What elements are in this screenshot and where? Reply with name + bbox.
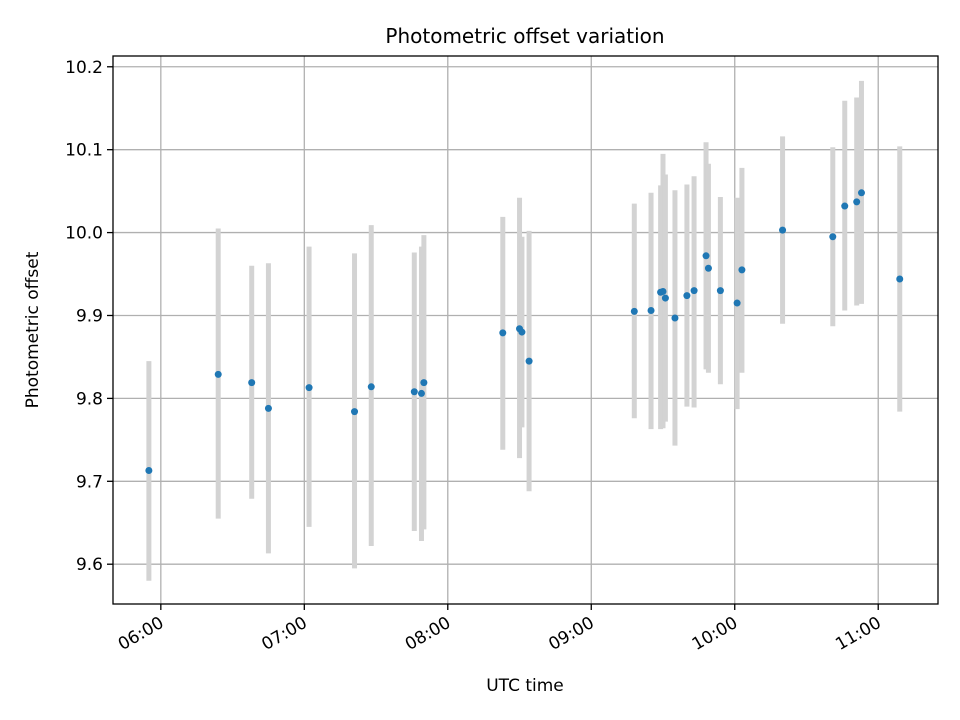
- y-tick-label: 10.0: [65, 224, 103, 244]
- y-tick-label: 9.6: [76, 555, 103, 575]
- data-point: [351, 408, 359, 416]
- data-point: [630, 307, 638, 315]
- data-point: [420, 379, 428, 387]
- plot-background: [113, 56, 938, 604]
- data-points: [145, 189, 904, 475]
- data-point: [410, 388, 418, 396]
- data-point: [716, 287, 724, 295]
- data-point: [733, 299, 741, 307]
- data-point: [214, 370, 222, 378]
- data-point: [683, 292, 691, 300]
- y-tick-label: 9.9: [76, 306, 103, 326]
- x-axis-label: UTC time: [486, 676, 564, 696]
- y-axis-label: Photometric offset: [23, 251, 43, 408]
- data-point: [857, 189, 865, 197]
- data-point: [145, 467, 153, 475]
- x-tick-label: 09:00: [545, 613, 597, 655]
- data-point: [647, 307, 655, 315]
- data-point: [896, 275, 904, 283]
- data-point: [702, 252, 710, 260]
- data-point: [248, 379, 256, 387]
- data-point: [499, 329, 507, 337]
- data-point: [525, 357, 533, 365]
- y-tick-label: 10.1: [65, 141, 103, 161]
- x-tick-label: 06:00: [115, 613, 167, 655]
- data-point: [305, 384, 313, 392]
- x-tick-label: 07:00: [258, 613, 310, 655]
- data-point: [367, 383, 375, 391]
- data-point: [853, 198, 861, 206]
- data-point: [518, 328, 526, 336]
- data-point: [829, 233, 837, 241]
- x-tick-label: 10:00: [689, 613, 741, 655]
- data-point: [671, 314, 679, 322]
- y-tick-label: 10.2: [65, 58, 103, 78]
- chart-title: Photometric offset variation: [385, 24, 664, 48]
- y-tick-label: 9.7: [76, 472, 103, 492]
- plot-frame: [112, 55, 939, 605]
- data-point: [661, 294, 669, 302]
- data-point: [779, 226, 787, 234]
- y-tick-label: 9.8: [76, 389, 103, 409]
- x-tick-label: 08:00: [402, 613, 454, 655]
- x-tick-label: 11:00: [832, 613, 884, 655]
- data-point: [841, 202, 849, 210]
- data-point: [417, 389, 425, 397]
- x-axis-ticks: 06:00 07:00 08:00 09:00 10:00 11:00: [115, 604, 885, 655]
- data-point: [659, 287, 667, 295]
- data-point: [264, 404, 272, 412]
- data-point: [704, 264, 712, 272]
- data-point: [738, 266, 746, 274]
- data-point: [690, 287, 698, 295]
- y-axis-ticks: 9.6 9.7 9.8 9.9 10.0 10.1 10.2: [65, 58, 113, 575]
